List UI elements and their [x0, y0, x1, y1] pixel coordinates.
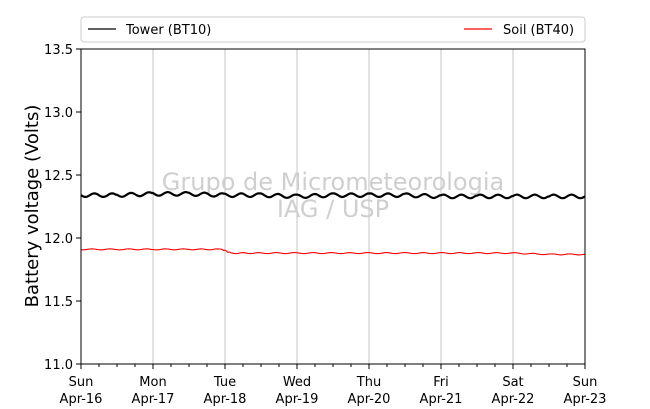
x-tick-date: Apr-16 — [60, 392, 103, 407]
x-tick-day: Wed — [283, 375, 311, 390]
y-axis-label: Battery voltage (Volts) — [22, 105, 43, 308]
x-tick-day: Tue — [213, 375, 236, 390]
legend-label: Soil (BT40) — [503, 23, 574, 38]
x-tick-date: Apr-20 — [348, 392, 391, 407]
x-tick-day: Sun — [69, 375, 94, 390]
x-tick-label: Fri Apr-21 — [420, 375, 463, 407]
x-tick-label: Wed Apr-19 — [276, 375, 319, 407]
x-tick-label: Sun Apr-23 — [564, 375, 607, 407]
legend-box — [80, 16, 586, 43]
y-tick-label: 12.5 — [44, 169, 73, 184]
y-tick-label: 11.0 — [44, 358, 73, 373]
x-tick-day: Sat — [502, 375, 523, 390]
x-tick-date: Apr-23 — [564, 392, 607, 407]
x-tick-day: Fri — [433, 375, 449, 390]
series-line — [80, 248, 586, 256]
x-tick-label: Tue Apr-18 — [204, 375, 247, 407]
watermark-line: IAG / USP — [277, 195, 389, 223]
x-tick-date: Apr-19 — [276, 392, 319, 407]
x-tick-label: Sun Apr-16 — [60, 375, 103, 407]
y-tick-label: 11.5 — [44, 295, 73, 310]
x-tick-date: Apr-18 — [204, 392, 247, 407]
y-axis: 11.0 11.5 12.0 12.5 13.0 13.5 — [44, 43, 81, 373]
x-tick-day: Mon — [139, 375, 166, 390]
series-layer — [80, 190, 586, 256]
x-axis: Sun Apr-16 Mon Apr-17 Tue Apr-18 Wed Apr-19 Thu A… — [60, 364, 607, 407]
series-line — [80, 190, 586, 200]
x-tick-label: Thu Apr-20 — [348, 375, 391, 407]
grid-layer — [152, 49, 514, 364]
legend-label: Tower (BT10) — [125, 23, 211, 38]
x-tick-day: Thu — [356, 375, 381, 390]
x-tick-label: Sat Apr-22 — [492, 375, 535, 407]
legend: Tower (BT10) Soil (BT40) — [80, 16, 586, 43]
watermark-line: Grupo de Micrometeorologia — [162, 168, 504, 196]
x-tick-date: Apr-22 — [492, 392, 535, 407]
y-tick-label: 13.0 — [44, 106, 73, 121]
x-tick-label: Mon Apr-17 — [132, 375, 175, 407]
x-tick-date: Apr-21 — [420, 392, 463, 407]
y-tick-label: 12.0 — [44, 232, 73, 247]
x-tick-day: Sun — [573, 375, 598, 390]
x-tick-date: Apr-17 — [132, 392, 175, 407]
y-tick-label: 13.5 — [44, 43, 73, 58]
